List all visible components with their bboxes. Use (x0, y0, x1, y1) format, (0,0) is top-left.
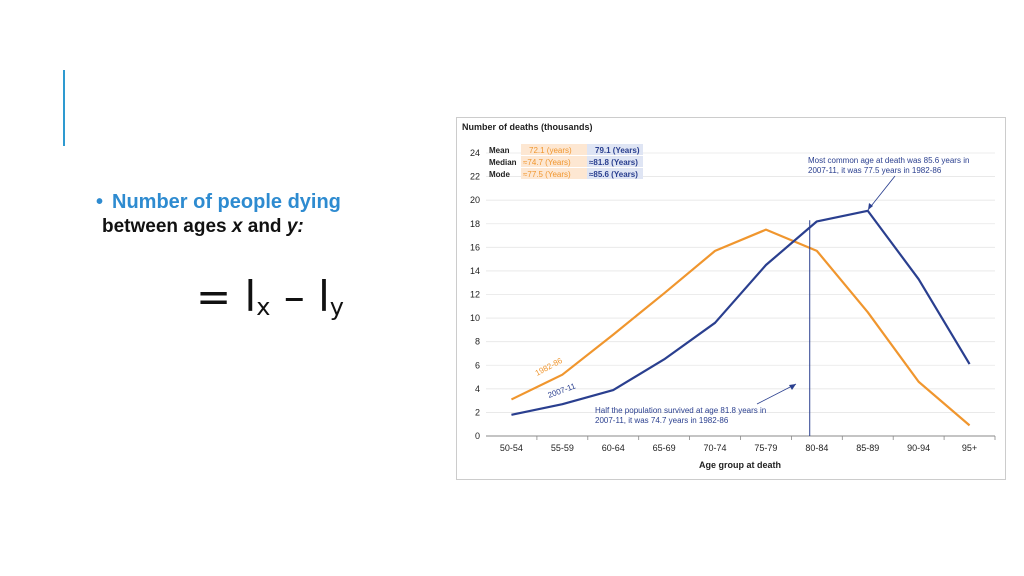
x-axis-label: Age group at death (699, 460, 781, 470)
y-tick-18: 18 (470, 219, 480, 229)
stats-1982-mean: 72.1 (years) (529, 146, 572, 155)
series-label-2007: 2007-11 (547, 381, 578, 399)
formula-eq: = l (196, 272, 257, 321)
series-label-1982: 1982-86 (534, 356, 565, 378)
bullet-dot-icon: • (96, 191, 104, 213)
y-tick-14: 14 (470, 266, 480, 276)
y-tick-24: 24 (470, 148, 480, 158)
bullet-body: between ages x and y: (102, 216, 426, 238)
stats-label-median: Median (489, 158, 517, 167)
y-axis-label: Number of deaths (thousands) (462, 122, 593, 132)
stats-highlight-2007-mode (587, 168, 643, 179)
x-tick-95+: 95+ (962, 443, 977, 453)
stats-highlight-1982-mode (521, 168, 587, 179)
y-tick-10: 10 (470, 313, 480, 323)
stats-highlight-1982-median (521, 156, 587, 167)
formula-sub-x: x (256, 293, 271, 321)
mode-arrow (867, 175, 896, 211)
accent-line (63, 70, 65, 146)
x-tick-55-59: 55-59 (551, 443, 574, 453)
bullet-block: • Number of people dying between ages x a… (96, 188, 426, 238)
stats-highlight-2007-mean (587, 144, 643, 155)
bullet-title-text: Number of people dying (112, 191, 341, 213)
stats-highlight-1982-mean (521, 144, 587, 155)
x-tick-70-74: 70-74 (704, 443, 727, 453)
median-note-line1: Half the population survived at age 81.8… (595, 406, 766, 415)
x-tick-65-69: 65-69 (653, 443, 676, 453)
y-tick-20: 20 (470, 195, 480, 205)
x-tick-80-84: 80-84 (805, 443, 828, 453)
formula-minus: – l (270, 272, 330, 321)
bullet-and: and (242, 216, 287, 237)
x-ticks: 50-54 55-59 60-64 65-69 70-74 75-79 80-84 85-89… (500, 436, 996, 453)
median-note-line2: 2007-11, it was 74.7 years in 1982-86 (595, 416, 729, 425)
stats-label-mean: Mean (489, 146, 510, 155)
mode-note-line1: Most common age at death was 85.6 years … (808, 156, 969, 165)
series-lines (510, 209, 971, 427)
bullet-body-prefix: between ages (102, 216, 232, 237)
y-tick-16: 16 (470, 242, 480, 252)
x-tick-75-79: 75-79 (754, 443, 777, 453)
mode-note-line2: 2007-11, it was 77.5 years in 1982-86 (808, 166, 942, 175)
series-line-2007-11 (511, 209, 971, 416)
x-tick-90-94: 90-94 (907, 443, 930, 453)
bullet-var-y: y (286, 216, 298, 237)
bullet-title: • Number of people dying (96, 188, 426, 216)
stats-1982-mode: ≈77.5 (Years) (523, 170, 571, 179)
x-tick-85-89: 85-89 (856, 443, 879, 453)
median-arrowhead-icon (789, 384, 796, 390)
y-tick-12: 12 (470, 290, 480, 300)
formula-sub-y: y (329, 293, 344, 321)
stats-2007-mean: 79.1 (Years) (595, 146, 640, 155)
formula: = lx – ly (196, 272, 344, 328)
y-tick-6: 6 (475, 360, 480, 370)
stats-2007-median: ≈81.8 (Years) (589, 158, 638, 167)
y-tick-8: 8 (475, 337, 480, 347)
x-tick-60-64: 60-64 (602, 443, 625, 453)
mode-arrowhead-icon (868, 203, 873, 210)
stats-1982-median: ≈74.7 (Years) (523, 158, 571, 167)
median-arrow (756, 383, 797, 405)
chart-frame: 0 2 4 6 8 10 12 14 16 18 20 22 24 50-54 55-59 60-64 65-… (456, 117, 1006, 480)
y-tick-22: 22 (470, 172, 480, 182)
series-line-1982-86 (510, 228, 971, 427)
stats-label-mode: Mode (489, 170, 510, 179)
y-tick-2: 2 (475, 407, 480, 417)
stats-2007-mode: ≈85.6 (Years) (589, 170, 638, 179)
stats-highlight-2007-median (587, 156, 643, 167)
x-tick-50-54: 50-54 (500, 443, 523, 453)
bullet-var-x: x (231, 216, 243, 237)
y-tick-0: 0 (475, 431, 480, 441)
y-tick-4: 4 (475, 384, 480, 394)
bullet-colon: : (297, 216, 304, 237)
